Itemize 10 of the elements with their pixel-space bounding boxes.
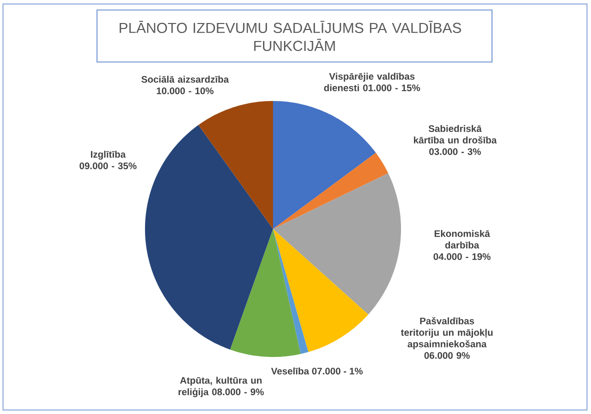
data-label: 9% xyxy=(250,388,264,396)
slice-label: Veselība 07.000 - xyxy=(271,368,346,374)
data-label: 3% xyxy=(468,148,481,155)
chart-title: PLĀNOTO IZDEVUMU SADALĪJUMS PA VALDĪBAS FUNKCIJĀM xyxy=(120,20,462,52)
data-label: 15% xyxy=(402,84,420,92)
data-label: 19% xyxy=(472,253,491,260)
data-label: 1% xyxy=(350,368,363,374)
data-label: 10% xyxy=(195,88,214,94)
data-label: 9% xyxy=(456,352,470,359)
data-label: 35% xyxy=(118,162,137,170)
